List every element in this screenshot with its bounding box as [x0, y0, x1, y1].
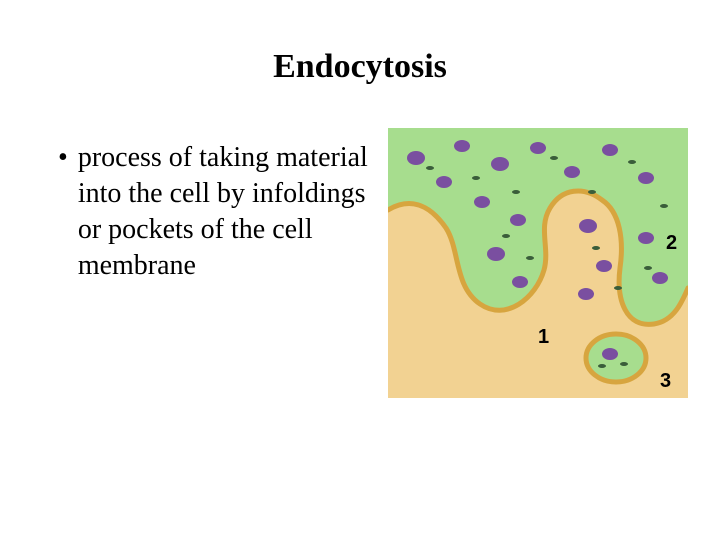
- page-title: Endocytosis: [0, 48, 720, 86]
- bullet-marker-icon: •: [58, 140, 68, 176]
- bullet-list: • process of taking material into the ce…: [58, 140, 368, 284]
- bullet-text: process of taking material into the cell…: [78, 140, 368, 284]
- stage-label-1: 1: [538, 326, 549, 349]
- stage-label-2: 2: [666, 232, 677, 255]
- bullet-item: • process of taking material into the ce…: [58, 140, 368, 284]
- endocytosis-diagram: 1 2 3: [388, 128, 688, 398]
- stage-label-3: 3: [660, 370, 671, 393]
